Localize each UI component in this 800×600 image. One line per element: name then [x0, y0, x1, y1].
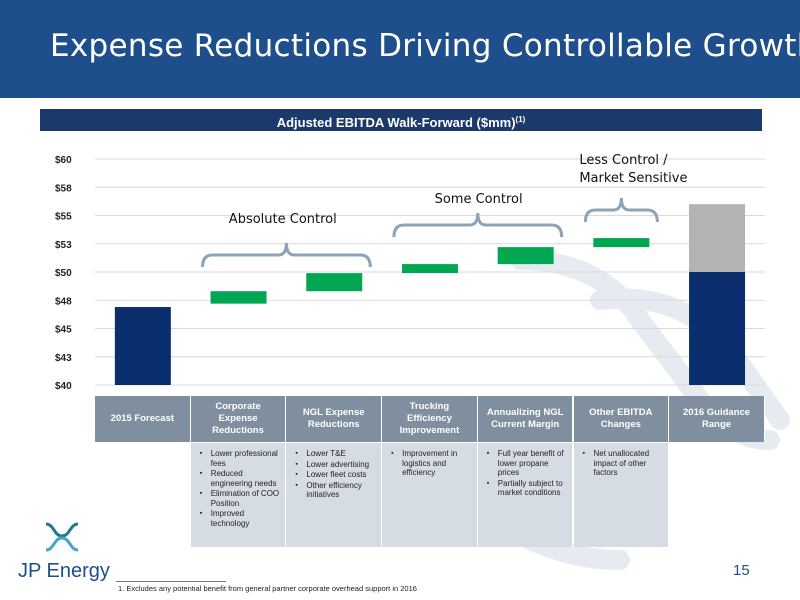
annotation-label: Less Control / — [579, 153, 668, 168]
chart-bars — [114, 204, 746, 385]
slide-title: Expense Reductions Driving Controllable … — [50, 28, 800, 64]
annotation-label: Absolute Control — [229, 212, 337, 227]
note-item: Lower professional fees — [200, 449, 282, 468]
note-item: Lower advertising — [295, 460, 377, 470]
bar-6 — [689, 272, 746, 385]
y-tick-label: $45 — [55, 325, 72, 336]
bracket-0 — [201, 242, 372, 268]
annotation-label: Market Sensitive — [579, 171, 687, 186]
note-item: Lower T&E — [295, 449, 377, 459]
note-item: Other efficiency initiatives — [295, 481, 377, 500]
note-item: Full year benefit of lower propane price… — [487, 449, 569, 478]
bar-4 — [497, 247, 554, 265]
chart-subtitle-bar: Adjusted EBITDA Walk-Forward ($mm)(1) — [40, 109, 762, 131]
note-item: Improvement in logistics and efficiency — [391, 449, 473, 478]
category-note: Lower professional feesReduced engineeri… — [190, 443, 287, 547]
note-item: Partially subject to market conditions — [487, 479, 569, 498]
logo-text: JP Energy — [18, 560, 110, 582]
y-tick-label: $60 — [55, 155, 72, 166]
category-note: Net unallocated impact of other factors — [573, 443, 670, 547]
bracket-1 — [392, 212, 564, 238]
category-cell: 2015 Forecast — [95, 396, 191, 442]
bar-7 — [689, 204, 746, 272]
category-cell: Annualizing NGL Current Margin — [477, 396, 574, 442]
note-item: Net unallocated impact of other factors — [583, 449, 665, 478]
note-item: Improved technology — [200, 509, 282, 528]
annotation-brackets — [201, 197, 659, 268]
category-note: Full year benefit of lower propane price… — [477, 443, 574, 547]
note-item: Reduced engineering needs — [200, 469, 282, 488]
chart-subtitle-footnote-ref: (1) — [515, 115, 526, 124]
y-tick-label: $48 — [55, 296, 72, 307]
annotation-labels: Absolute Control Some Control Less Control… — [229, 153, 688, 227]
category-cell: NGL Expense Reductions — [286, 396, 383, 442]
y-tick-label: $50 — [55, 268, 72, 279]
category-cell: Corporate Expense Reductions — [190, 396, 287, 442]
footnote-divider — [116, 581, 226, 582]
bar-1 — [210, 291, 267, 304]
header-banner — [0, 0, 800, 98]
category-note: Lower T&ELower advertisingLower fleet co… — [286, 443, 383, 547]
y-axis-labels: $40 $43 $45 $48 $50 $53 $55 $58 $60 — [55, 155, 72, 392]
category-cell: Trucking Efficiency Improvement — [382, 396, 478, 442]
category-cell: Other EBITDA Changes — [573, 396, 670, 442]
bar-2 — [306, 273, 363, 292]
page-number: 15 — [733, 562, 750, 579]
note-item: Lower fleet costs — [295, 470, 377, 480]
footnote: 1. Excludes any potential benefit from g… — [118, 584, 417, 593]
y-tick-label: $55 — [55, 212, 72, 223]
annotation-label: Some Control — [435, 192, 523, 207]
bar-5 — [593, 238, 650, 248]
y-tick-label: $58 — [55, 183, 72, 194]
category-note: Improvement in logistics and efficiency — [382, 443, 478, 547]
chart-grid — [95, 158, 765, 386]
jp-energy-logo-icon — [45, 522, 79, 552]
note-item: Elimination of COO Position — [200, 489, 282, 508]
category-cell: 2016 Guidance Range — [669, 396, 765, 442]
y-tick-label: $40 — [55, 381, 72, 392]
y-tick-label: $53 — [55, 240, 72, 251]
bar-3 — [401, 264, 458, 274]
bracket-2 — [583, 197, 659, 223]
y-tick-label: $43 — [55, 353, 72, 364]
bar-0 — [114, 307, 171, 385]
chart-subtitle: Adjusted EBITDA Walk-Forward ($mm) — [276, 115, 516, 130]
